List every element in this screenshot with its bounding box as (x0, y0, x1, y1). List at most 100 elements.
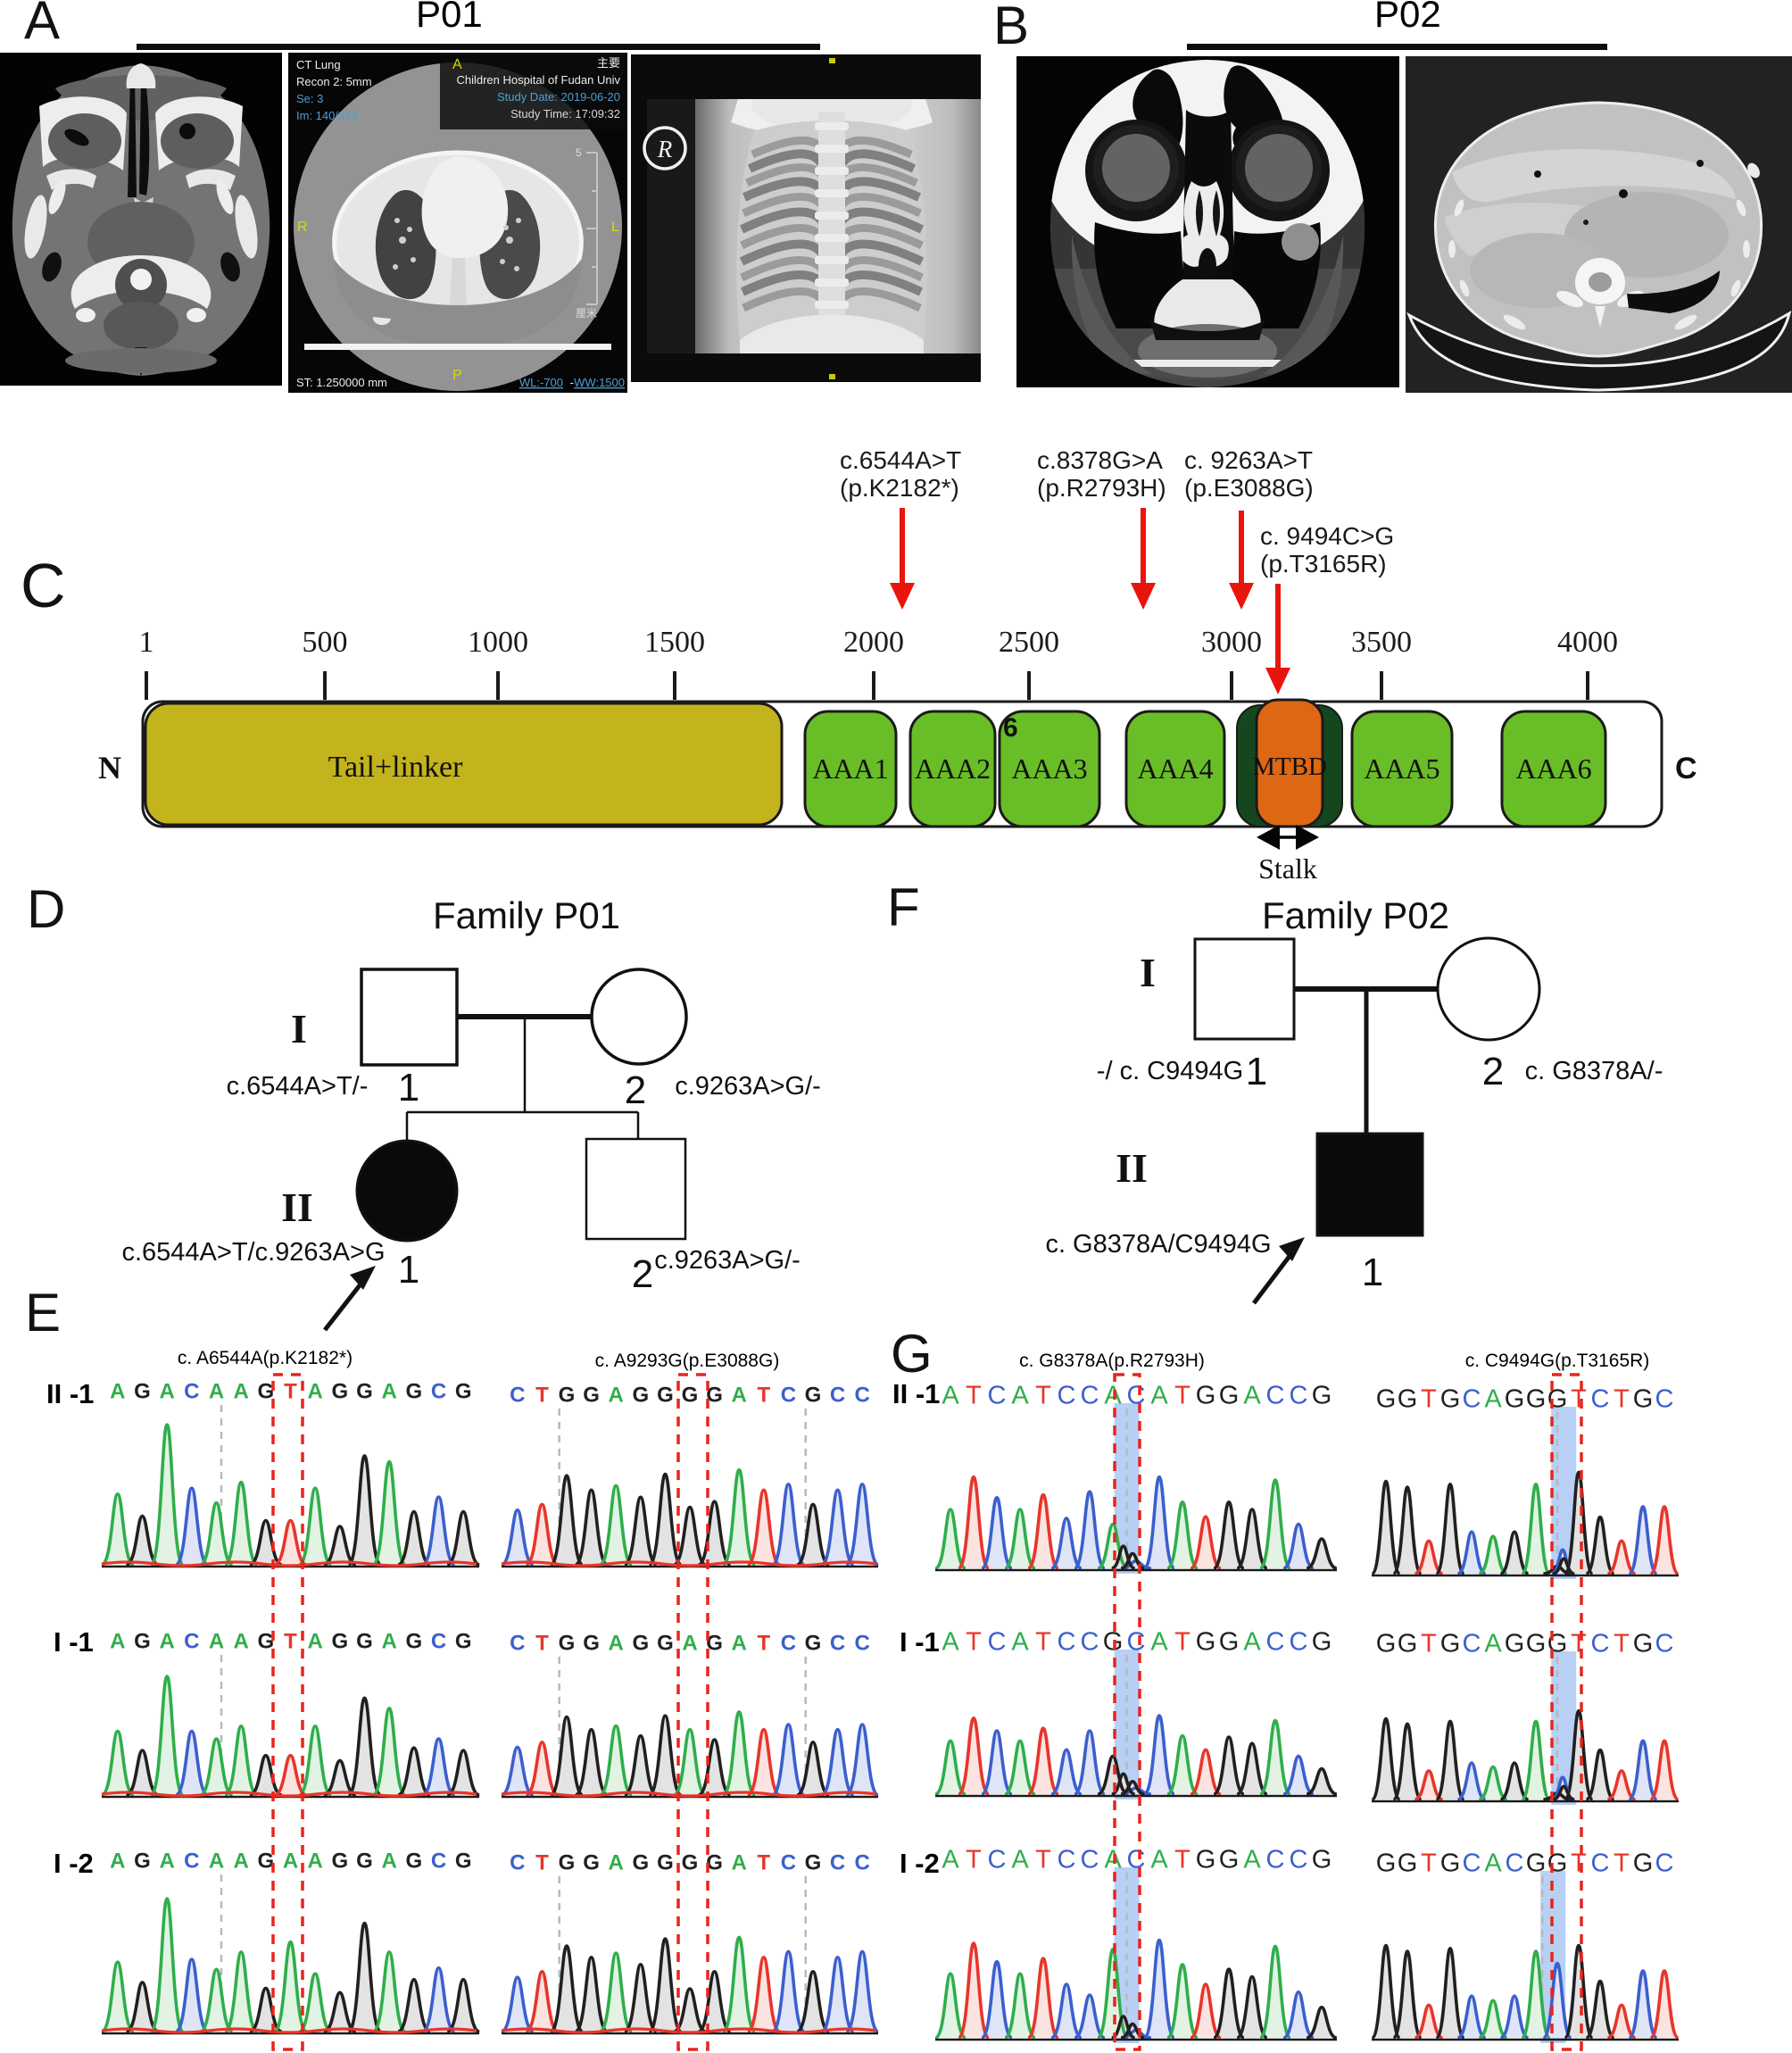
svg-text:c. G8378A/C9494G: c. G8378A/C9494G (1045, 1230, 1271, 1259)
svg-text:c.6544A>T/c.9263A>G: c.6544A>T/c.9263A>G (121, 1238, 385, 1267)
svg-text:G: G (583, 1384, 600, 1408)
svg-text:C: C (1591, 1629, 1610, 1658)
svg-text:G: G (455, 1380, 472, 1404)
svg-text:G: G (1526, 1384, 1547, 1413)
svg-text:A: A (308, 1380, 323, 1404)
svg-text:C: C (184, 1380, 199, 1404)
svg-text:C: C (184, 1630, 199, 1654)
svg-text:G: G (583, 1632, 600, 1656)
svg-text:G: G (657, 1384, 674, 1408)
svg-text:1: 1 (1362, 1251, 1383, 1294)
svg-text:C: C (1081, 1845, 1099, 1874)
svg-text:A: A (209, 1380, 224, 1404)
svg-text:A: A (1243, 1627, 1261, 1656)
svg-text:C: C (988, 1381, 1007, 1409)
svg-text:C: C (1591, 1849, 1610, 1877)
svg-text:C: C (1058, 1627, 1076, 1656)
svg-text:2: 2 (625, 1068, 646, 1112)
svg-text:N: N (98, 750, 121, 785)
svg-text:C: C (510, 1632, 525, 1656)
svg-text:C: C (1058, 1845, 1076, 1874)
svg-text:C: C (184, 1849, 199, 1874)
svg-text:G: G (682, 1384, 699, 1408)
svg-text:T: T (1174, 1627, 1191, 1656)
svg-text:A: A (283, 1849, 298, 1874)
svg-text:A: A (1150, 1627, 1168, 1656)
svg-text:1500: 1500 (644, 626, 705, 659)
svg-text:C: C (855, 1384, 870, 1408)
svg-text:AAA4: AAA4 (1137, 752, 1213, 785)
svg-text:G: G (1547, 1849, 1568, 1877)
svg-text:A: A (1150, 1381, 1168, 1409)
svg-text:3500: 3500 (1351, 626, 1412, 659)
svg-text:G: G (1526, 1849, 1547, 1877)
svg-text:WW:1500: WW:1500 (574, 376, 625, 389)
svg-text:G: G (559, 1851, 576, 1875)
svg-text:A: A (234, 1630, 249, 1654)
svg-text:C: C (988, 1845, 1007, 1874)
svg-text:G: G (1196, 1381, 1216, 1409)
svg-text:C: C (988, 1627, 1007, 1656)
svg-text:G: G (1547, 1384, 1568, 1413)
svg-text:T: T (1571, 1849, 1587, 1877)
svg-text:Family P01: Family P01 (433, 894, 620, 936)
svg-text:G: G (134, 1849, 151, 1874)
svg-text:T: T (1614, 1384, 1630, 1413)
svg-text:C: C (781, 1384, 796, 1408)
svg-text:G: G (1376, 1629, 1397, 1658)
svg-text:G: G (405, 1630, 422, 1654)
svg-text:G: G (1398, 1384, 1418, 1413)
svg-text:MTBD: MTBD (1252, 752, 1327, 781)
svg-text:G: G (1398, 1629, 1418, 1658)
svg-text:G: G (805, 1384, 822, 1408)
svg-text:C: C (431, 1380, 446, 1404)
svg-text:G: G (559, 1632, 576, 1656)
svg-text:T: T (757, 1851, 770, 1875)
svg-text:T: T (1174, 1381, 1191, 1409)
svg-text:T: T (1571, 1384, 1587, 1413)
svg-text:T: T (284, 1630, 297, 1654)
svg-text:C: C (1290, 1845, 1308, 1874)
svg-text:A: A (942, 1845, 959, 1874)
svg-text:Family P02: Family P02 (1262, 894, 1449, 936)
svg-text:c.9263A>G/-: c.9263A>G/- (675, 1072, 821, 1101)
svg-text:A: A (110, 1630, 125, 1654)
svg-text:CT Lung: CT Lung (296, 58, 341, 71)
svg-text:G: G (257, 1380, 274, 1404)
svg-text:A: A (209, 1849, 224, 1874)
svg-text:A: A (609, 1384, 624, 1408)
svg-text:G: G (134, 1380, 151, 1404)
svg-text:G: G (1219, 1381, 1240, 1409)
svg-text:A: A (382, 1630, 397, 1654)
svg-text:A: A (609, 1851, 624, 1875)
svg-text:C: C (830, 1384, 845, 1408)
svg-text:A: A (382, 1849, 397, 1874)
svg-text:A: A (110, 1380, 125, 1404)
svg-text:1: 1 (398, 1248, 419, 1292)
svg-text:G: G (1312, 1845, 1332, 1874)
svg-text:C: C (855, 1632, 870, 1656)
svg-text:G: G (1526, 1629, 1547, 1658)
svg-text:G: G (1103, 1627, 1124, 1656)
svg-text:Stalk: Stalk (1258, 852, 1317, 885)
svg-text:AAA5: AAA5 (1364, 752, 1439, 785)
svg-text:T: T (284, 1380, 297, 1404)
svg-text:G: G (657, 1632, 674, 1656)
svg-text:A: A (209, 1630, 224, 1654)
svg-text:4000: 4000 (1557, 626, 1618, 659)
svg-text:C: C (1290, 1627, 1308, 1656)
svg-text:WL:-700: WL:-700 (519, 376, 563, 389)
svg-text:AAA2: AAA2 (915, 752, 991, 785)
svg-text:P: P (452, 368, 462, 383)
svg-text:G: G (1376, 1384, 1397, 1413)
svg-text:C: C (1266, 1845, 1285, 1874)
svg-text:G: G (706, 1384, 723, 1408)
svg-text:II: II (281, 1184, 313, 1230)
svg-text:G: G (257, 1849, 274, 1874)
svg-text:A: A (110, 1849, 125, 1874)
svg-text:G: G (632, 1384, 649, 1408)
svg-text:T: T (1035, 1845, 1051, 1874)
svg-text:T: T (1421, 1849, 1437, 1877)
svg-text:C: C (855, 1851, 870, 1875)
svg-text:R: R (657, 136, 673, 162)
